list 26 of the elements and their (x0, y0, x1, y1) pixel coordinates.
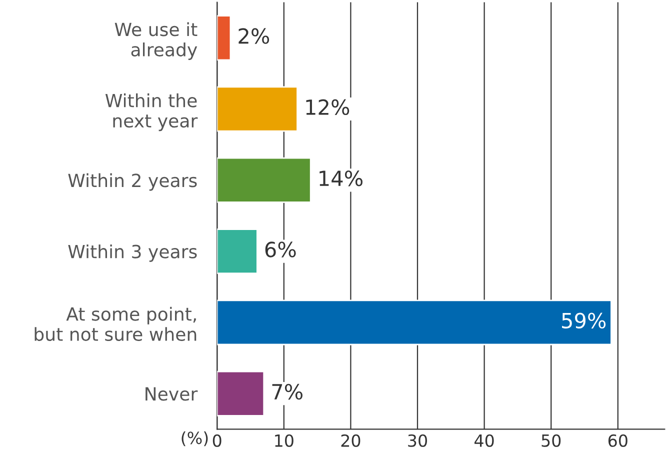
y-tick-label: Within the next year (105, 93, 198, 132)
y-tick-label: Never (146, 387, 198, 401)
x-tick-label: 40 (474, 434, 494, 447)
y-tick-label: We use it already (114, 22, 198, 60)
x-tick-label: 50 (542, 434, 561, 447)
bar (217, 157, 312, 203)
x-tick-label: 30 (408, 434, 427, 447)
bar (217, 15, 232, 61)
x-axis-title: (%) (182, 431, 208, 446)
x-tick-label: 0 (212, 434, 222, 447)
y-tick-label: Within 2 years (68, 173, 197, 191)
bar (217, 300, 612, 346)
data-label: 7% (272, 384, 302, 400)
bar (217, 86, 298, 132)
data-label: 12% (306, 99, 350, 116)
bar (217, 228, 258, 274)
data-label: 2% (238, 28, 270, 44)
data-label: 14% (320, 170, 362, 186)
data-label: 59% (562, 312, 606, 328)
x-tick-label: 60 (608, 434, 628, 447)
x-tick-label: 20 (341, 434, 360, 447)
y-tick-label: At some point, but not sure when (34, 306, 196, 342)
data-label: 6% (265, 242, 296, 258)
bar (217, 370, 265, 416)
y-tick-label: Within 3 years (68, 244, 197, 262)
x-tick-label: 10 (275, 434, 294, 447)
